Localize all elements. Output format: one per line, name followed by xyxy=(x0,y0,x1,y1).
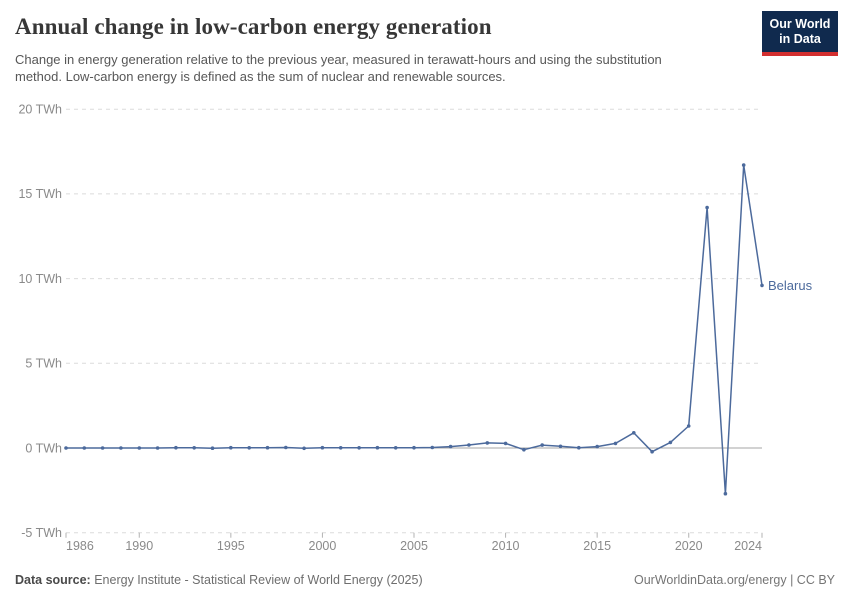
data-point-marker xyxy=(119,446,123,450)
data-point-marker xyxy=(174,445,178,450)
y-tick-label: 15 TWh xyxy=(18,187,62,201)
data-point-marker xyxy=(64,446,68,450)
data-point-marker xyxy=(284,445,288,450)
data-source-text: Energy Institute - Statistical Review of… xyxy=(94,573,423,587)
data-point-marker xyxy=(247,446,251,450)
data-source: Data source: Energy Institute - Statisti… xyxy=(15,573,423,587)
data-point-marker xyxy=(302,446,306,451)
data-point-marker xyxy=(430,445,435,450)
data-point-marker xyxy=(595,444,599,449)
x-tick-label: 2010 xyxy=(492,539,520,553)
data-point-marker xyxy=(137,446,142,450)
data-point-marker xyxy=(155,446,160,450)
owid-logo[interactable]: Our World in Data xyxy=(762,11,838,56)
data-point-marker xyxy=(448,444,453,449)
data-point-marker xyxy=(650,449,654,454)
chart-subtitle: Change in energy generation relative to … xyxy=(15,52,662,84)
data-point-marker xyxy=(577,445,581,450)
x-tick-label: 1990 xyxy=(125,539,153,553)
y-tick-label: 10 TWh xyxy=(18,272,62,286)
data-point-marker xyxy=(705,205,709,210)
x-tick-label: 2015 xyxy=(583,539,611,553)
x-tick-label: 2024 xyxy=(734,539,762,553)
data-point-marker xyxy=(741,163,746,167)
data-point-marker xyxy=(375,445,380,450)
x-tick-label: 1986 xyxy=(66,539,94,553)
chart-title: Annual change in low-carbon energy gener… xyxy=(15,14,492,39)
data-point-marker xyxy=(485,441,490,445)
y-tick-label: 5 TWh xyxy=(25,357,62,371)
data-point-marker xyxy=(357,446,361,450)
data-point-marker xyxy=(522,447,526,452)
data-point-marker xyxy=(540,443,544,447)
x-tick-label: 2000 xyxy=(309,539,337,553)
data-point-marker xyxy=(613,441,618,446)
data-point-marker xyxy=(503,441,508,446)
data-point-marker xyxy=(192,446,196,450)
y-tick-label: 0 TWh xyxy=(25,441,62,455)
chart-footer: Data source: Energy Institute - Statisti… xyxy=(15,573,835,587)
data-point-marker xyxy=(632,431,636,435)
data-point-marker xyxy=(100,446,105,450)
data-point-marker xyxy=(558,444,563,449)
data-point-marker xyxy=(320,445,325,450)
y-tick-label: -5 TWh xyxy=(21,526,62,540)
data-point-marker xyxy=(686,424,691,428)
data-point-marker xyxy=(760,283,764,288)
series-end-label[interactable]: Belarus xyxy=(768,278,813,293)
y-tick-label: 20 TWh xyxy=(18,103,62,117)
x-tick-label: 1995 xyxy=(217,539,245,553)
data-point-marker xyxy=(229,445,233,450)
data-point-marker xyxy=(338,446,343,450)
data-point-marker xyxy=(467,443,471,447)
x-tick-label: 2020 xyxy=(675,539,703,553)
data-point-marker xyxy=(668,440,673,445)
series-line-belarus[interactable] xyxy=(65,164,763,495)
data-point-marker xyxy=(82,446,87,450)
data-point-marker xyxy=(265,445,270,450)
data-point-marker xyxy=(210,446,215,451)
data-point-marker xyxy=(393,446,398,450)
data-point-marker xyxy=(412,445,416,450)
owid-logo-line2: in Data xyxy=(779,32,821,46)
data-point-marker xyxy=(723,491,728,496)
data-source-label: Data source: xyxy=(15,573,91,587)
footer-credit-link[interactable]: OurWorldinData.org/energy | CC BY xyxy=(633,573,835,587)
owid-logo-line1: Our World xyxy=(769,17,831,31)
x-tick-label: 2005 xyxy=(400,539,428,553)
